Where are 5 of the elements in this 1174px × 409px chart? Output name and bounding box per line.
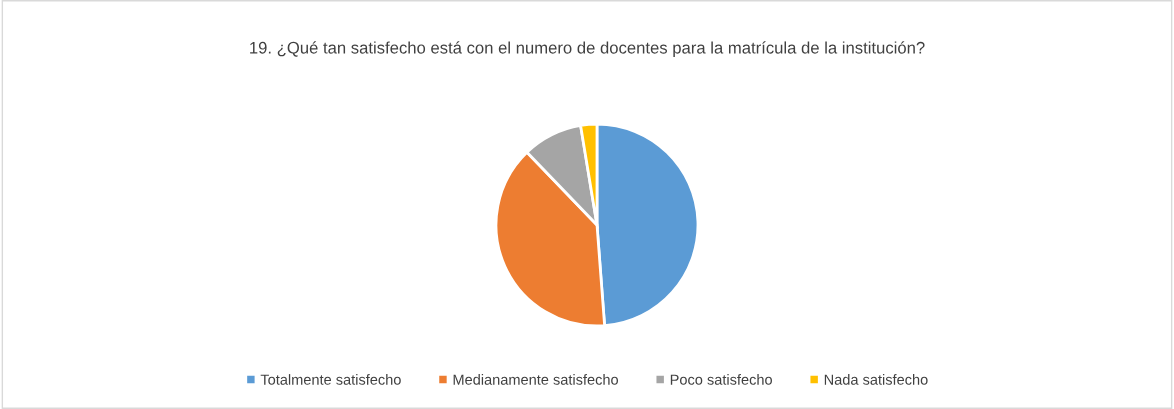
legend-label: Nada satisfecho [824,374,928,385]
chart-title: 19. ¿Qué tan satisfecho está con el numero de docentes para la matrícula de la institución? [250,41,925,57]
legend-label: Totalmente satisfecho [260,374,401,385]
legend-label: Medianamente satisfecho [453,374,619,385]
legend-label: Poco satisfecho [670,374,772,385]
